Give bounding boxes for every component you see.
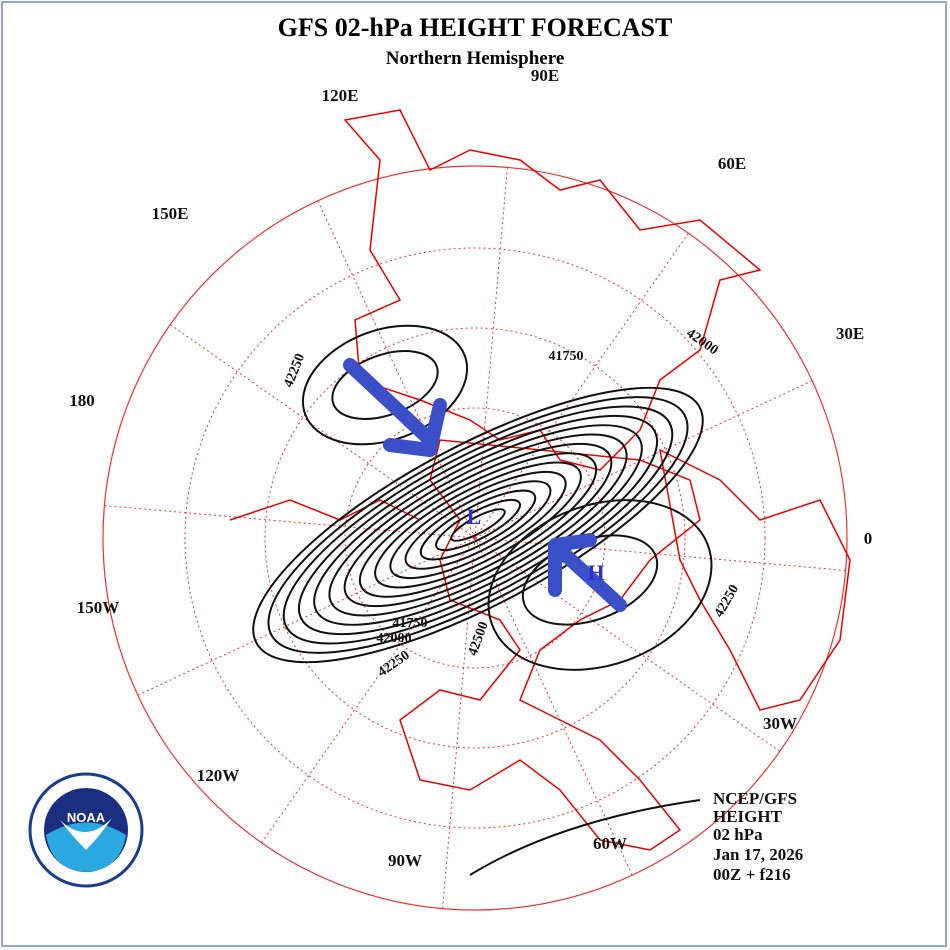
contour	[389, 470, 567, 580]
contour	[301, 324, 469, 446]
contour	[487, 499, 713, 671]
contour	[282, 405, 674, 645]
meridian	[474, 167, 508, 539]
info-line: NCEP/GFS	[713, 789, 797, 808]
contour	[267, 396, 689, 654]
meridian	[474, 232, 689, 539]
info-line: Jan 17, 2026	[713, 845, 803, 864]
longitude-label: 90W	[388, 851, 422, 870]
meridian	[137, 537, 476, 696]
contour	[419, 489, 537, 561]
contour	[328, 433, 628, 617]
latitude-circle	[264, 327, 686, 749]
meridian	[474, 537, 633, 876]
info-line: 00Z + f216	[713, 865, 791, 884]
low-center: L	[467, 504, 482, 529]
longitude-label: 120W	[197, 766, 240, 785]
title: GFS 02-hPa HEIGHT FORECAST	[278, 13, 673, 42]
contour	[313, 424, 643, 626]
info-block: NCEP/GFS HEIGHT 02 hPa Jan 17, 2026 00Z …	[713, 789, 803, 884]
equator	[102, 165, 848, 911]
longitude-label: 150W	[77, 598, 120, 617]
contour	[252, 386, 704, 664]
contour	[374, 461, 582, 589]
meridian	[474, 380, 813, 539]
longitude-label: 30W	[763, 714, 797, 733]
longitude-label: 0	[864, 529, 873, 548]
contours	[252, 324, 713, 876]
longitude-label: 150E	[152, 204, 189, 223]
contour-label: 42000	[377, 631, 412, 646]
logo-text: NOAA	[67, 810, 106, 825]
contour-label: 41750	[549, 349, 584, 364]
latitude-circle	[184, 247, 766, 829]
contour	[469, 799, 701, 876]
info-line: 02 hPa	[713, 825, 763, 844]
contour	[297, 414, 659, 636]
contour-label: 41750	[393, 616, 428, 631]
longitude-label: 120E	[322, 86, 359, 105]
contour	[358, 452, 598, 598]
longitude-label: 180	[69, 391, 95, 410]
longitude-label: 60W	[593, 834, 627, 853]
noaa-logo: NOAA	[28, 772, 144, 888]
high-center: H	[587, 560, 604, 585]
contour	[435, 498, 521, 552]
longitude-label: 60E	[718, 154, 746, 173]
longitude-label: 30E	[836, 324, 864, 343]
subtitle: Northern Hemisphere	[386, 48, 565, 69]
arrows	[343, 358, 627, 612]
longitude-label: 90E	[531, 66, 559, 85]
info-line: HEIGHT	[713, 807, 783, 826]
meridian	[261, 537, 476, 844]
meridian	[474, 537, 781, 752]
contour	[450, 508, 506, 542]
contour	[404, 480, 552, 570]
